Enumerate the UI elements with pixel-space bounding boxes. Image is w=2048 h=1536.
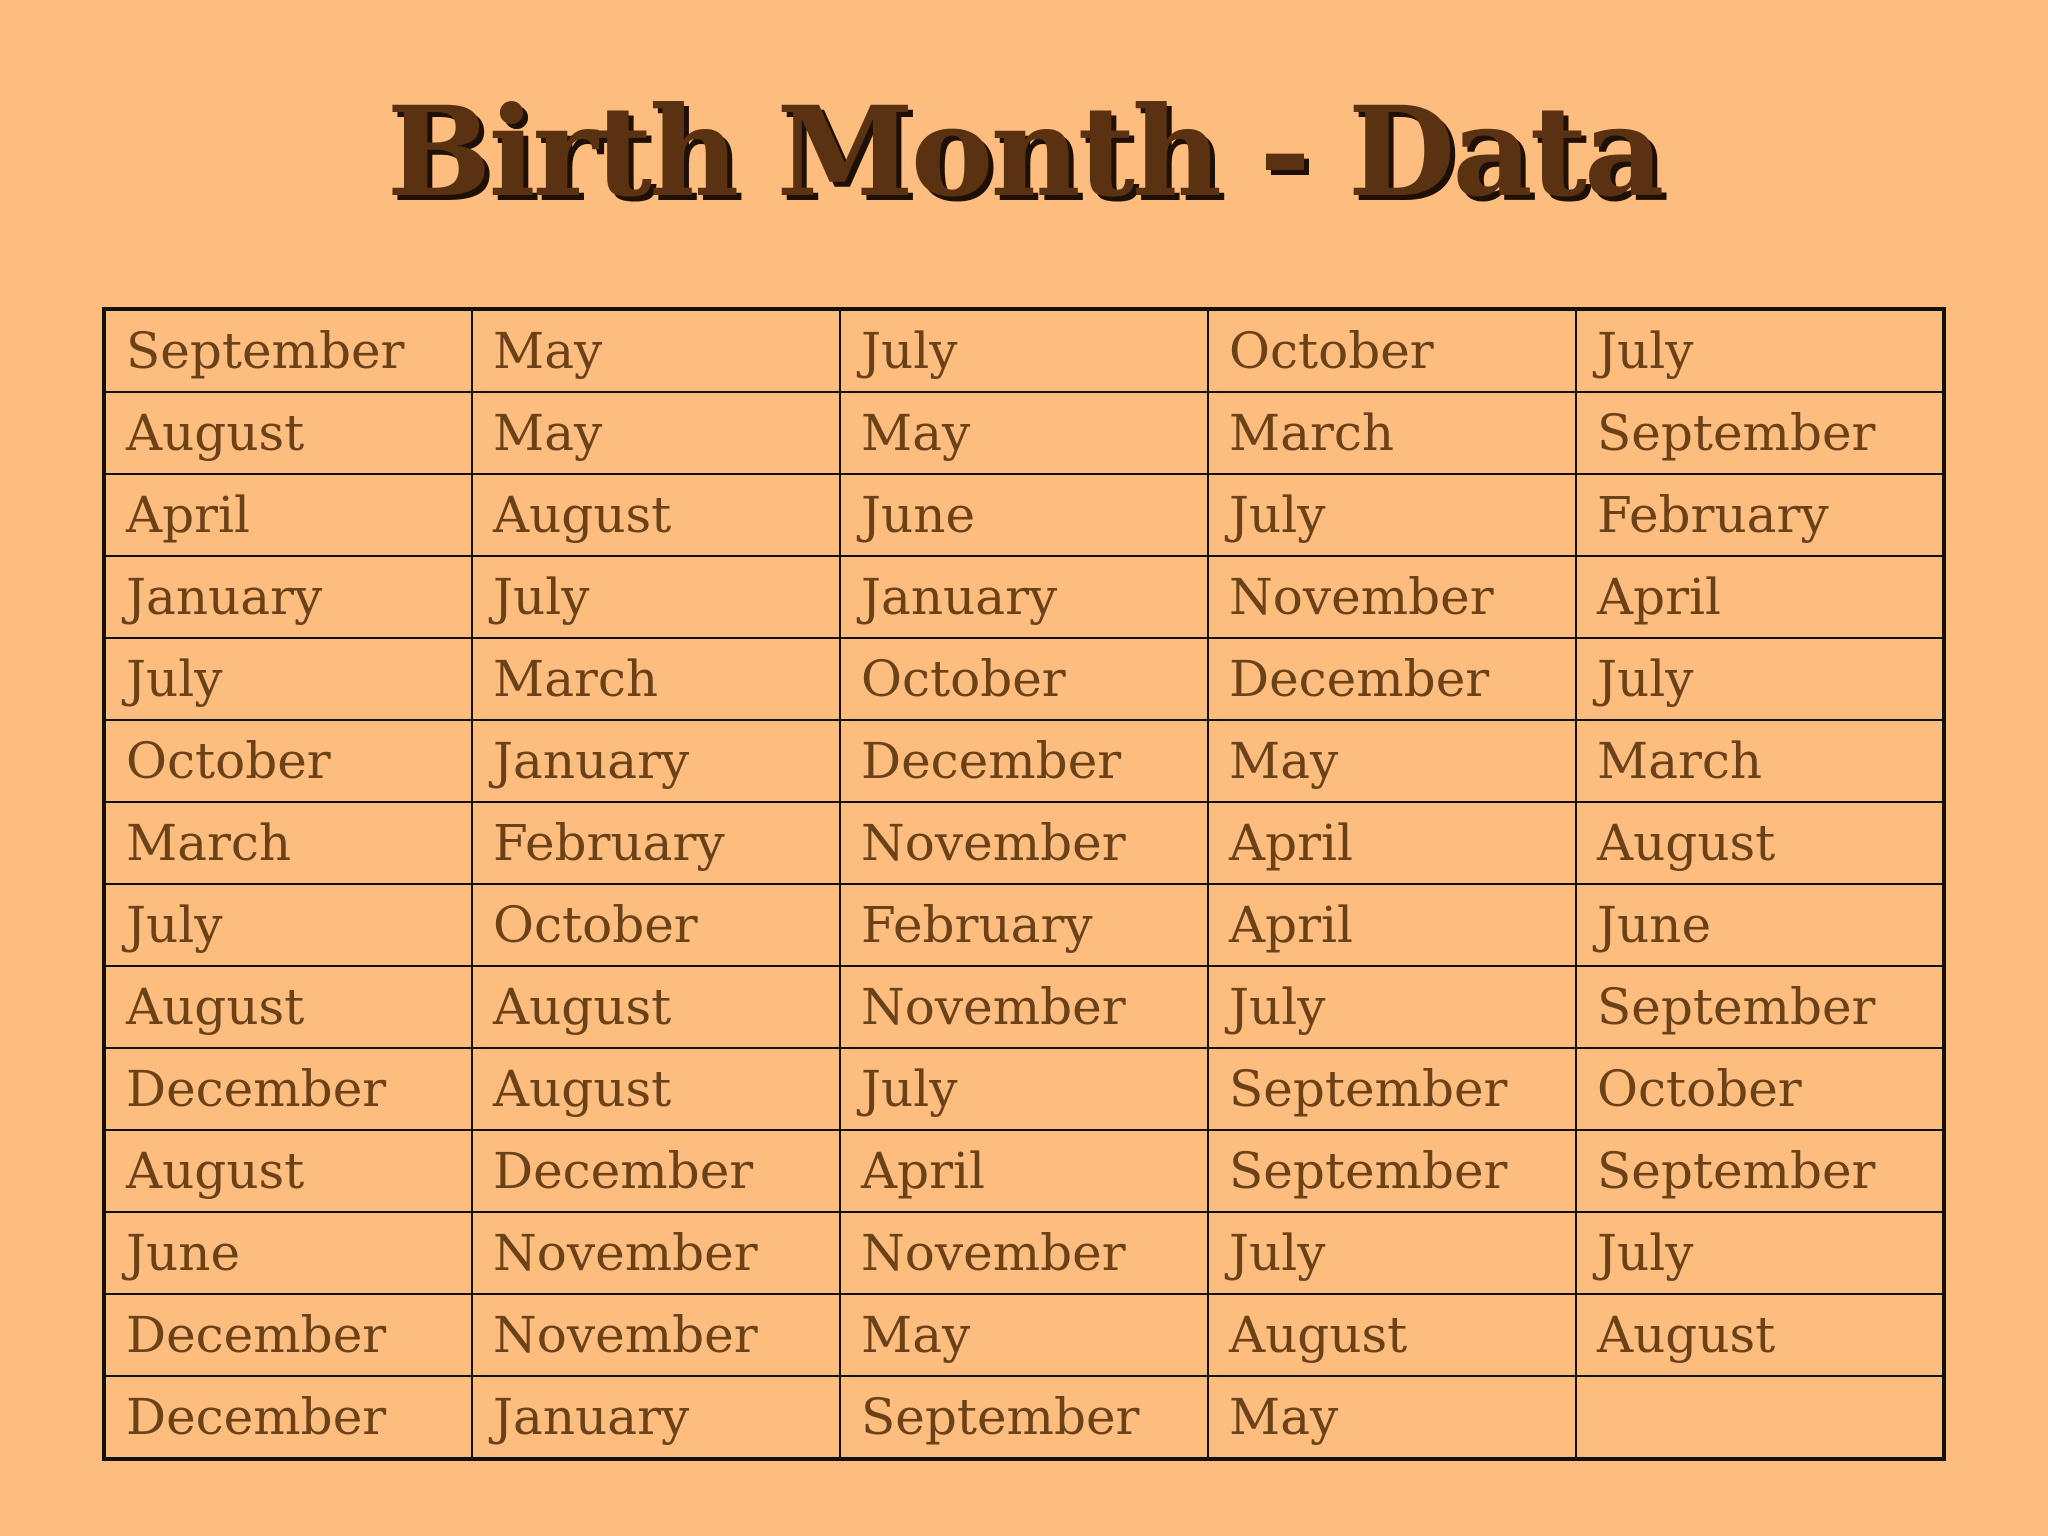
table-cell: June — [103, 1211, 473, 1295]
table-cell: August — [471, 473, 841, 557]
table-cell: April — [103, 473, 473, 557]
table-row: August May May March September — [103, 391, 1945, 475]
table-cell: August — [103, 965, 473, 1049]
table-cell: October — [1207, 308, 1577, 393]
table-row: December January September May — [103, 1375, 1945, 1460]
table-cell: October — [839, 637, 1209, 721]
table-cell: April — [1575, 555, 1945, 639]
table-cell: September — [1207, 1129, 1577, 1213]
table-cell: September — [839, 1375, 1209, 1460]
table-cell: March — [471, 637, 841, 721]
table-cell: December — [839, 719, 1209, 803]
table-cell: August — [471, 965, 841, 1049]
table-cell: August — [1575, 1293, 1945, 1377]
table-cell: April — [1207, 883, 1577, 967]
table-row: December November May August August — [103, 1293, 1945, 1377]
table-row: July March October December July — [103, 637, 1945, 721]
table-cell: November — [471, 1293, 841, 1377]
table-cell: February — [839, 883, 1209, 967]
table-cell: September — [1575, 965, 1945, 1049]
table-cell: August — [471, 1047, 841, 1131]
table-cell: November — [839, 1211, 1209, 1295]
table-cell: May — [839, 1293, 1209, 1377]
table-cell: August — [103, 391, 473, 475]
table-row: June November November July July — [103, 1211, 1945, 1295]
table-cell: May — [839, 391, 1209, 475]
table-cell: May — [471, 308, 841, 393]
table-cell: October — [471, 883, 841, 967]
table-cell: December — [103, 1293, 473, 1377]
table-cell: March — [1575, 719, 1945, 803]
table-cell: December — [103, 1047, 473, 1131]
table-cell: July — [103, 637, 473, 721]
table-row: August December April September September — [103, 1129, 1945, 1213]
table-cell: December — [103, 1375, 473, 1460]
month-table: September May July October July August May May M… — [102, 307, 1946, 1461]
table-row: July October February April June — [103, 883, 1945, 967]
table-cell: January — [471, 719, 841, 803]
table-cell: July — [839, 308, 1209, 393]
table-cell: January — [103, 555, 473, 639]
table-cell: February — [1575, 473, 1945, 557]
table-cell: June — [1575, 883, 1945, 967]
table-cell: July — [1575, 637, 1945, 721]
table-row: December August July September October — [103, 1047, 1945, 1131]
table-cell: January — [839, 555, 1209, 639]
table-row: September May July October July — [103, 308, 1945, 393]
table-cell: November — [839, 965, 1209, 1049]
title: Birth Month - Data — [386, 80, 1665, 225]
table-row: April August June July February — [103, 473, 1945, 557]
table-row: October January December May March — [103, 719, 1945, 803]
table-cell: May — [471, 391, 841, 475]
table-cell: January — [471, 1375, 841, 1460]
table-cell: September — [1575, 1129, 1945, 1213]
table-cell: September — [1207, 1047, 1577, 1131]
table-cell: October — [1575, 1047, 1945, 1131]
table-cell: June — [839, 473, 1209, 557]
table-row: January July January November April — [103, 555, 1945, 639]
table-cell: August — [1575, 801, 1945, 885]
table-cell: March — [1207, 391, 1577, 475]
table-cell: September — [1575, 391, 1945, 475]
table-cell: August — [103, 1129, 473, 1213]
table-cell: July — [1207, 1211, 1577, 1295]
table-cell: October — [103, 719, 473, 803]
table-cell: May — [1207, 1375, 1577, 1460]
table-cell: July — [1207, 473, 1577, 557]
table-cell — [1575, 1375, 1945, 1460]
table-cell: July — [839, 1047, 1209, 1131]
table-cell: July — [103, 883, 473, 967]
table-cell: February — [471, 801, 841, 885]
table-cell: April — [839, 1129, 1209, 1213]
table-cell: May — [1207, 719, 1577, 803]
table-cell: March — [103, 801, 473, 885]
table-cell: September — [103, 308, 473, 393]
table-cell: November — [1207, 555, 1577, 639]
table-cell: November — [471, 1211, 841, 1295]
table-cell: July — [1575, 308, 1945, 393]
table-cell: July — [471, 555, 841, 639]
table-cell: April — [1207, 801, 1577, 885]
table-cell: July — [1207, 965, 1577, 1049]
table-cell: July — [1575, 1211, 1945, 1295]
table-cell: August — [1207, 1293, 1577, 1377]
table-cell: December — [1207, 637, 1577, 721]
table-row: March February November April August — [103, 801, 1945, 885]
table-cell: November — [839, 801, 1209, 885]
table-cell: December — [471, 1129, 841, 1213]
table-row: August August November July September — [103, 965, 1945, 1049]
